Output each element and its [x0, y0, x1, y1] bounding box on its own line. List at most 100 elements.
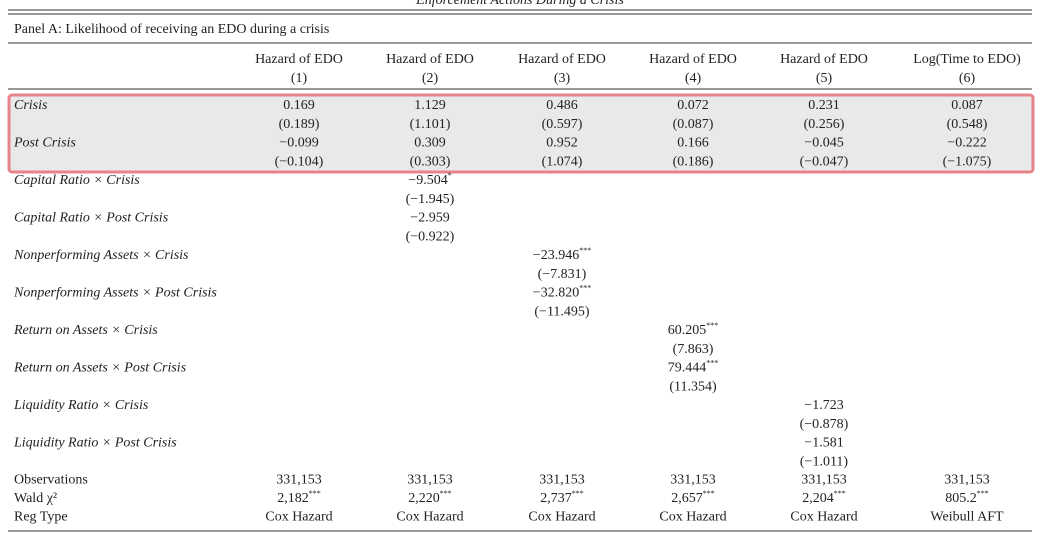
- column-title: Hazard of EDO: [649, 52, 737, 67]
- significance-stars: ***: [309, 489, 321, 498]
- significance-stars: ***: [579, 246, 591, 255]
- stat-value: Cox Hazard: [790, 510, 857, 525]
- standard-error: (−1.011): [800, 455, 849, 470]
- coefficient: −0.222: [947, 136, 986, 151]
- coefficient: 0.166: [677, 136, 709, 151]
- significance-stars: ***: [703, 489, 715, 498]
- stat-value: 331,153: [276, 473, 322, 488]
- coefficient: 1.129: [414, 98, 446, 113]
- coefficient: −32.820: [533, 286, 579, 301]
- coefficient: −1.723: [804, 398, 843, 413]
- row-label: Return on Assets × Post Crisis: [13, 361, 187, 376]
- row-label: Capital Ratio × Post Crisis: [14, 211, 169, 226]
- coefficient: 0.486: [546, 98, 578, 113]
- stat-value: Cox Hazard: [265, 510, 332, 525]
- significance-stars: ***: [834, 489, 846, 498]
- column-title: Log(Time to EDO): [913, 52, 1021, 67]
- coefficient: −1.723: [804, 398, 843, 413]
- coefficient: 0.072: [677, 98, 709, 113]
- stat-value: Cox Hazard: [528, 510, 595, 525]
- stat-value: 331,153: [276, 473, 322, 488]
- stat-value: 2,737***: [540, 489, 584, 506]
- column-number: (2): [422, 71, 439, 86]
- stat-value: 2,737: [540, 491, 572, 506]
- standard-error: (0.256): [804, 117, 845, 132]
- coefficient: −0.045: [804, 136, 843, 151]
- stat-value: 2,220***: [408, 489, 452, 506]
- row-label: Return on Assets × Crisis: [13, 323, 158, 338]
- stat-value: 805.2: [945, 491, 977, 506]
- stat-value: Cox Hazard: [659, 510, 726, 525]
- coefficient: 0.072: [677, 98, 709, 113]
- column-title: Hazard of EDO: [780, 52, 868, 67]
- coefficient: −23.946: [533, 248, 579, 263]
- standard-error: (0.303): [410, 155, 451, 170]
- row-label: Post Crisis: [13, 136, 76, 151]
- coefficient: −9.504*: [408, 171, 451, 188]
- coefficient: 0.169: [283, 98, 315, 113]
- coefficient: 1.129: [414, 98, 446, 113]
- coefficient: −23.946***: [533, 246, 591, 263]
- stat-value: 2,182***: [277, 489, 321, 506]
- standard-error: (−1.945): [406, 192, 455, 207]
- coefficient: 0.952: [546, 136, 578, 151]
- stat-value: 331,153: [670, 473, 716, 488]
- significance-stars: *: [448, 171, 452, 180]
- column-number: (4): [685, 71, 702, 86]
- row-label: Liquidity Ratio × Crisis: [13, 398, 149, 413]
- coefficient: −2.959: [410, 211, 449, 226]
- stat-value: 331,153: [539, 473, 585, 488]
- row-label: Nonperforming Assets × Crisis: [13, 248, 189, 263]
- row-label: Nonperforming Assets × Post Crisis: [13, 286, 217, 301]
- coefficient: 79.444: [668, 361, 707, 376]
- coefficient: 0.486: [546, 98, 578, 113]
- significance-stars: ***: [579, 283, 591, 292]
- significance-stars: ***: [977, 489, 989, 498]
- stat-value: 2,657: [671, 491, 703, 506]
- standard-error: (−11.495): [534, 305, 590, 320]
- standard-error: (0.189): [279, 117, 320, 132]
- panel-title: Panel A: Likelihood of receiving an EDO …: [14, 22, 329, 37]
- coefficient: 60.205: [668, 323, 707, 338]
- coefficient: −0.222: [947, 136, 986, 151]
- coefficient: 0.309: [414, 136, 446, 151]
- caption: Enforcement Actions During a Crisis: [415, 0, 624, 8]
- significance-stars: ***: [706, 321, 718, 330]
- stat-value: 2,657***: [671, 489, 715, 506]
- stat-value: 331,153: [944, 473, 990, 488]
- stat-value: 2,220: [408, 491, 440, 506]
- coefficient: −1.581: [804, 436, 843, 451]
- stat-value: 331,153: [539, 473, 585, 488]
- row-label: Crisis: [14, 98, 48, 113]
- standard-error: (−0.878): [800, 417, 849, 432]
- stat-label: Wald χ²: [14, 491, 57, 506]
- column-number: (3): [554, 71, 571, 86]
- coefficient: 0.169: [283, 98, 315, 113]
- standard-error: (11.354): [669, 380, 717, 395]
- stat-value: 331,153: [944, 473, 990, 488]
- coefficient: 79.444***: [668, 358, 719, 375]
- coefficient: 60.205***: [668, 321, 719, 338]
- stat-value: 331,153: [801, 473, 847, 488]
- standard-error: (−0.922): [406, 230, 455, 245]
- stat-value: 331,153: [407, 473, 453, 488]
- column-number: (1): [291, 71, 308, 86]
- standard-error: (0.087): [673, 117, 714, 132]
- column-title: Hazard of EDO: [255, 52, 343, 67]
- coefficient: −2.959: [410, 211, 449, 226]
- stat-label: Observations: [14, 473, 88, 488]
- column-number: (5): [816, 71, 833, 86]
- standard-error: (−0.047): [800, 155, 849, 170]
- stat-value: 331,153: [670, 473, 716, 488]
- stat-value: Weibull AFT: [930, 510, 1004, 525]
- stat-value: Cox Hazard: [790, 510, 857, 525]
- stat-value: Cox Hazard: [396, 510, 463, 525]
- significance-stars: ***: [572, 489, 584, 498]
- coefficient: 0.952: [546, 136, 578, 151]
- stat-value: 331,153: [801, 473, 847, 488]
- standard-error: (0.186): [673, 155, 714, 170]
- stat-value: Cox Hazard: [528, 510, 595, 525]
- coefficient: −9.504: [408, 173, 447, 188]
- standard-error: (1.074): [542, 155, 583, 170]
